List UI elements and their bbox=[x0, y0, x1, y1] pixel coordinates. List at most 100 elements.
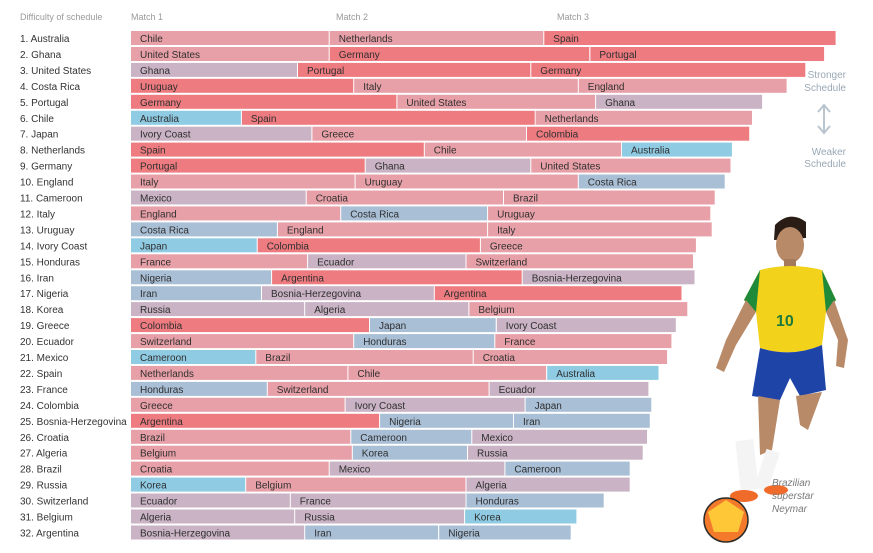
opponent-label: United States bbox=[540, 162, 600, 173]
opponent-label: Honduras bbox=[140, 385, 183, 396]
opponent-label: Honduras bbox=[476, 497, 519, 508]
team-label: 32. Argentina bbox=[20, 528, 79, 539]
team-label: 31. Belgium bbox=[20, 513, 73, 524]
match-3-bar bbox=[622, 142, 732, 157]
opponent-label: United States bbox=[140, 50, 200, 61]
opponent-label: Cameroon bbox=[360, 433, 407, 444]
team-label: 7. Japan bbox=[20, 130, 58, 141]
match-2-bar bbox=[351, 429, 472, 444]
match-1-bar bbox=[131, 238, 257, 253]
opponent-label: Ivory Coast bbox=[355, 401, 406, 412]
opponent-label: Ghana bbox=[605, 98, 635, 109]
opponent-label: Ghana bbox=[375, 162, 405, 173]
match-1-bar bbox=[131, 461, 329, 476]
match-1-bar bbox=[131, 286, 261, 301]
team-label: 6. Chile bbox=[20, 114, 54, 125]
opponent-label: Colombia bbox=[140, 321, 183, 332]
opponent-label: Uruguay bbox=[140, 82, 178, 93]
opponent-label: Iran bbox=[140, 289, 157, 300]
opponent-label: Algeria bbox=[140, 513, 172, 524]
team-label: 26. Croatia bbox=[20, 433, 69, 444]
match-2-bar bbox=[354, 334, 495, 349]
opponent-label: Australia bbox=[140, 114, 179, 125]
opponent-label: Netherlands bbox=[140, 369, 194, 380]
opponent-label: Nigeria bbox=[389, 417, 421, 428]
opponent-label: Belgium bbox=[478, 305, 514, 316]
opponent-label: Greece bbox=[140, 401, 173, 412]
match-3-bar bbox=[466, 477, 630, 492]
opponent-label: France bbox=[140, 257, 172, 268]
match-3-bar bbox=[480, 238, 696, 253]
match-1-bar bbox=[131, 334, 354, 349]
match-1-bar bbox=[131, 206, 341, 221]
match-1-bar bbox=[131, 525, 305, 540]
opponent-label: Brazil bbox=[513, 194, 538, 205]
match-3-bar bbox=[439, 525, 571, 540]
rank-column-heading: Difficulty of schedule bbox=[20, 12, 102, 22]
team-label: 28. Brazil bbox=[20, 465, 62, 476]
match-3-bar bbox=[495, 334, 672, 349]
opponent-label: Cameroon bbox=[140, 353, 187, 364]
team-label: 11. Cameroon bbox=[20, 194, 83, 205]
team-label: 16. Iran bbox=[20, 273, 54, 284]
opponent-label: England bbox=[588, 82, 625, 93]
match-2-bar bbox=[355, 174, 578, 189]
match-2-bar bbox=[290, 493, 466, 508]
team-label: 17. Nigeria bbox=[20, 289, 69, 300]
match-1-bar bbox=[131, 94, 397, 109]
opponent-label: France bbox=[300, 497, 332, 508]
team-label: 29. Russia bbox=[20, 481, 68, 492]
opponent-label: Brazil bbox=[140, 433, 165, 444]
team-label: 22. Spain bbox=[20, 369, 62, 380]
match-3-bar bbox=[466, 254, 693, 269]
opponent-label: Belgium bbox=[255, 481, 291, 492]
team-label: 24. Colombia bbox=[20, 401, 79, 412]
opponent-label: Russia bbox=[477, 449, 508, 460]
opponent-label: Switzerland bbox=[476, 257, 528, 268]
match-3-bar bbox=[547, 365, 659, 380]
opponent-label: Bosnia-Herzegovina bbox=[140, 528, 230, 539]
match-2-bar bbox=[305, 525, 439, 540]
match-2-bar bbox=[298, 62, 531, 77]
team-label: 13. Uruguay bbox=[20, 225, 74, 236]
match-1-bar bbox=[131, 158, 365, 173]
opponent-label: England bbox=[140, 209, 177, 220]
opponent-label: United States bbox=[406, 98, 466, 109]
team-label: 18. Korea bbox=[20, 305, 64, 316]
opponent-label: Japan bbox=[379, 321, 406, 332]
match-2-bar bbox=[370, 318, 496, 333]
match-1-bar bbox=[131, 445, 352, 460]
team-label: 23. France bbox=[20, 385, 68, 396]
opponent-label: Costa Rica bbox=[140, 225, 189, 236]
match-2-bar bbox=[277, 222, 488, 237]
team-label: 19. Greece bbox=[20, 321, 70, 332]
team-label: 14. Ivory Coast bbox=[20, 241, 87, 252]
match-3-bar bbox=[465, 509, 577, 524]
match-2-bar bbox=[241, 110, 535, 125]
opponent-label: Uruguay bbox=[497, 209, 535, 220]
match-2-bar bbox=[341, 206, 488, 221]
opponent-label: Belgium bbox=[140, 449, 176, 460]
opponent-label: Russia bbox=[304, 513, 335, 524]
team-label: 2. Ghana bbox=[20, 50, 62, 61]
team-label: 25. Bosnia-Herzegovina bbox=[20, 417, 127, 428]
match-1-bar bbox=[131, 493, 290, 508]
match-1-bar bbox=[131, 47, 329, 61]
opponent-label: Cameroon bbox=[514, 465, 561, 476]
match-2-bar bbox=[308, 254, 466, 269]
opponent-label: Russia bbox=[140, 305, 171, 316]
match-1-bar bbox=[131, 174, 355, 189]
opponent-label: Nigeria bbox=[140, 273, 172, 284]
team-label: 27. Algeria bbox=[20, 449, 68, 460]
difficulty-legend: Stronger Schedule Weaker Schedule bbox=[804, 70, 846, 170]
match-2-bar bbox=[272, 270, 522, 285]
match-2-bar bbox=[256, 350, 473, 364]
match-1-bar bbox=[131, 110, 241, 125]
team-label: 21. Mexico bbox=[20, 353, 69, 364]
opponent-label: Bosnia-Herzegovina bbox=[532, 273, 622, 284]
opponent-label: Ghana bbox=[140, 66, 170, 77]
team-label: 30. Switzerland bbox=[20, 497, 88, 508]
opponent-label: Croatia bbox=[483, 353, 516, 364]
team-label: 5. Portugal bbox=[20, 98, 68, 109]
caption-line-1: Brazilian bbox=[772, 478, 811, 489]
